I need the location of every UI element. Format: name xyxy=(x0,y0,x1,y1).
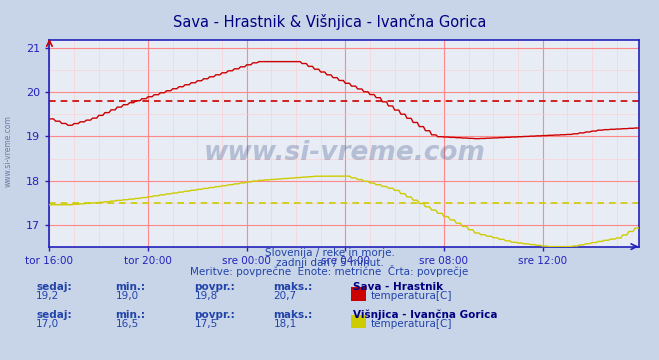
Text: maks.:: maks.: xyxy=(273,282,313,292)
Text: Višnjica - Ivančna Gorica: Višnjica - Ivančna Gorica xyxy=(353,309,497,320)
Text: sedaj:: sedaj: xyxy=(36,310,72,320)
Text: www.si-vreme.com: www.si-vreme.com xyxy=(3,115,13,187)
Text: temperatura[C]: temperatura[C] xyxy=(371,291,453,301)
Text: povpr.:: povpr.: xyxy=(194,310,235,320)
Text: povpr.:: povpr.: xyxy=(194,282,235,292)
Text: Sava - Hrastnik & Višnjica - Ivančna Gorica: Sava - Hrastnik & Višnjica - Ivančna Gor… xyxy=(173,14,486,30)
Text: 16,5: 16,5 xyxy=(115,319,138,329)
Text: min.:: min.: xyxy=(115,310,146,320)
Text: www.si-vreme.com: www.si-vreme.com xyxy=(204,140,485,166)
Text: min.:: min.: xyxy=(115,282,146,292)
Text: Sava - Hrastnik: Sava - Hrastnik xyxy=(353,282,443,292)
Text: 19,2: 19,2 xyxy=(36,291,59,301)
Text: 18,1: 18,1 xyxy=(273,319,297,329)
Text: 17,0: 17,0 xyxy=(36,319,59,329)
Text: sedaj:: sedaj: xyxy=(36,282,72,292)
Text: zadnji dan / 5 minut.: zadnji dan / 5 minut. xyxy=(275,258,384,268)
Text: maks.:: maks.: xyxy=(273,310,313,320)
Text: 19,0: 19,0 xyxy=(115,291,138,301)
Text: temperatura[C]: temperatura[C] xyxy=(371,319,453,329)
Text: Slovenija / reke in morje.: Slovenija / reke in morje. xyxy=(264,248,395,258)
Text: 17,5: 17,5 xyxy=(194,319,217,329)
Text: Meritve: povprečne  Enote: metrične  Črta: povprečje: Meritve: povprečne Enote: metrične Črta:… xyxy=(190,265,469,277)
Text: 19,8: 19,8 xyxy=(194,291,217,301)
Text: 20,7: 20,7 xyxy=(273,291,297,301)
